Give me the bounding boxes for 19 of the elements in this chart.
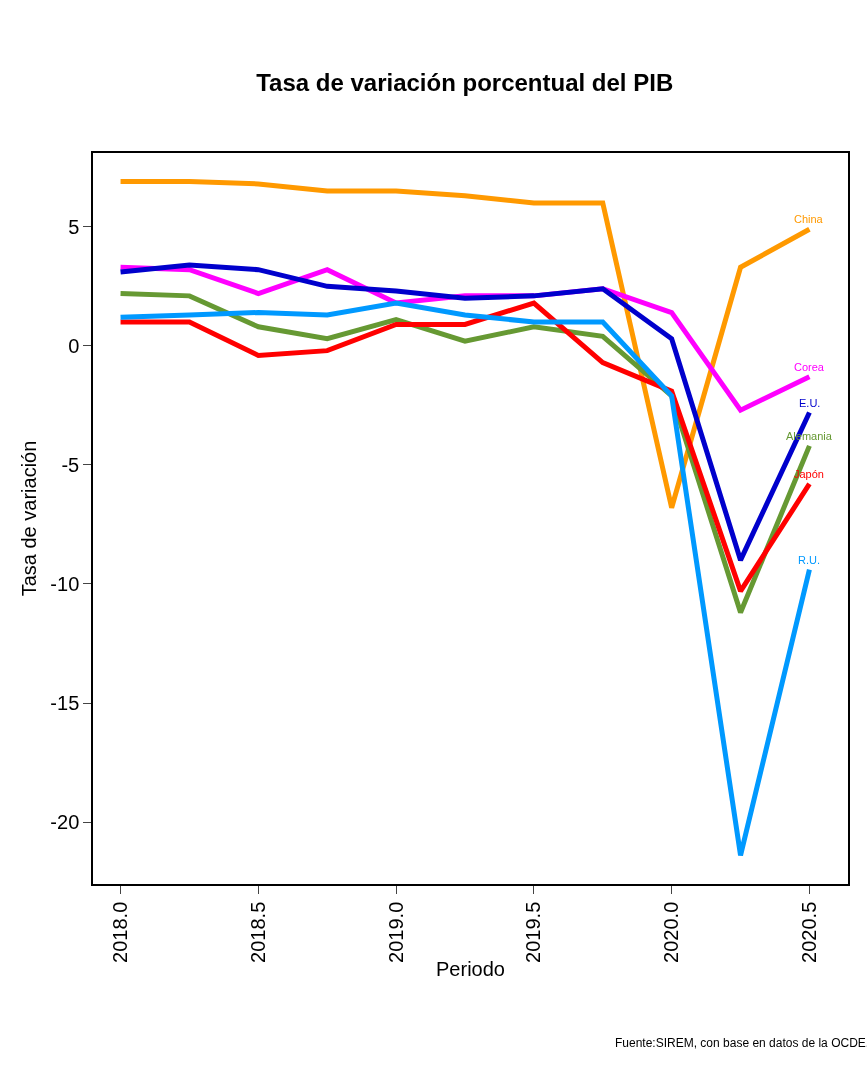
y-tick-label: -15 — [50, 692, 80, 715]
series-label: R.U. — [798, 554, 820, 566]
series-label: Corea — [794, 361, 825, 373]
y-axis-title: Tasa de variación — [18, 440, 41, 597]
y-tick-label: -10 — [50, 572, 80, 595]
x-tick-label: 2020.5 — [797, 901, 820, 963]
y-tick-label: 5 — [68, 215, 80, 238]
y-tick-label: -20 — [50, 811, 80, 834]
x-tick-label: 2018.5 — [246, 901, 269, 963]
x-tick-label: 2019.5 — [522, 901, 545, 963]
x-tick-label: 2019.0 — [384, 901, 407, 963]
x-tick-label: 2018.0 — [109, 901, 132, 963]
y-tick-label: -5 — [61, 453, 80, 476]
y-tick-label: 0 — [68, 334, 80, 357]
x-tick-label: 2020.0 — [660, 901, 683, 963]
x-axis-title: Periodo — [436, 957, 505, 980]
series-label: E.U. — [799, 397, 821, 409]
series-label: China — [794, 213, 824, 225]
chart-title: Tasa de variación porcentual del PIB — [256, 69, 674, 97]
